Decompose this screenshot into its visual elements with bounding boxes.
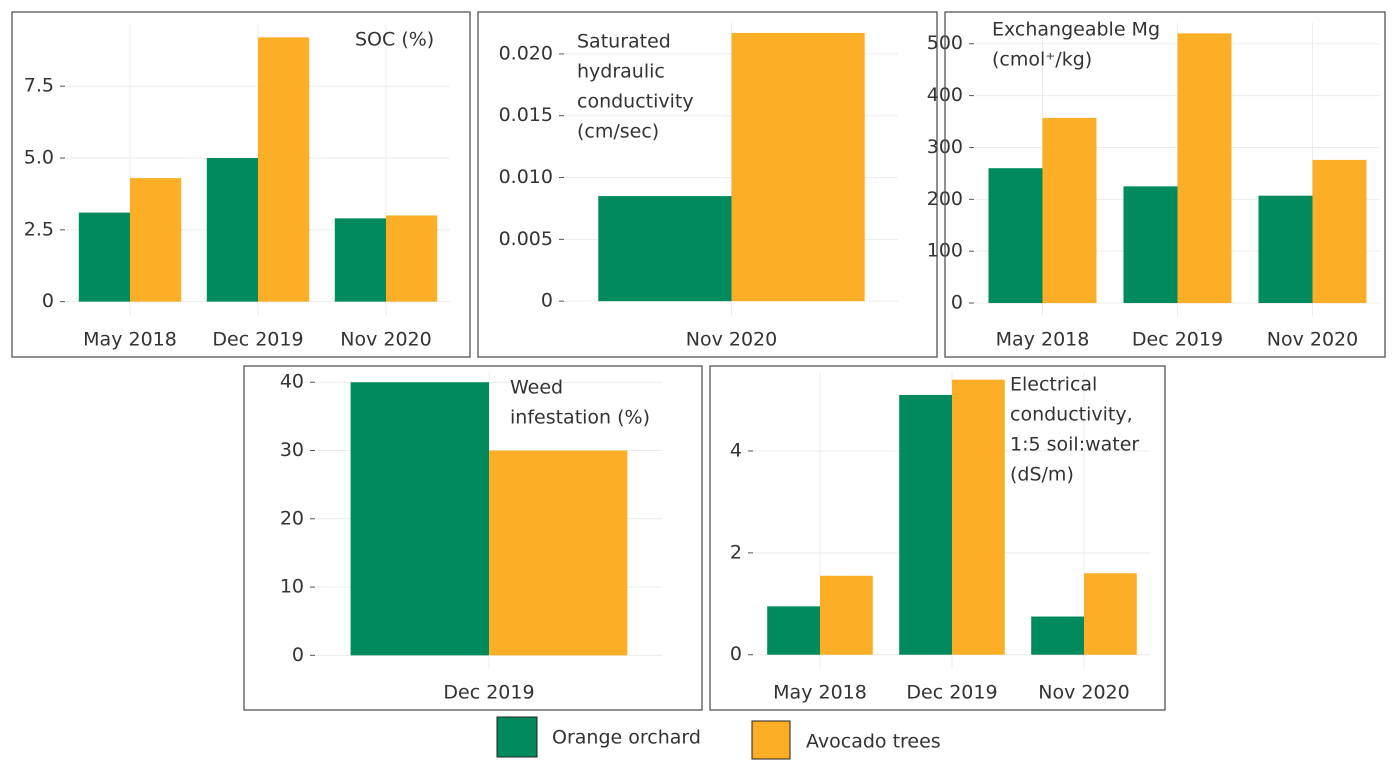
legend-swatch [496,716,538,758]
legend-label: Orange orchard [552,727,701,749]
panel-border [944,11,1386,358]
x-tick-label: May 2018 [83,329,177,351]
panel-title: Saturated [577,31,671,53]
panel-title: SOC (%) [355,29,434,51]
y-tick-label: 0.010 [499,166,553,188]
bar [1123,186,1178,304]
bar [899,394,952,655]
x-tick-label: Nov 2020 [1267,329,1358,351]
y-tick-label: 0 [42,290,54,312]
y-tick-label: 40 [280,371,304,393]
panel-border [477,11,938,358]
y-tick-label: 20 [280,507,304,529]
x-tick-label: Dec 2019 [212,329,303,351]
legend-label: Avocado trees [806,731,941,753]
panel-title: (dS/m) [1010,464,1074,486]
bar [206,158,258,302]
panel-border [243,365,703,711]
x-tick-label: May 2018 [996,329,1090,351]
bar [130,178,182,302]
panel-title: infestation (%) [510,407,650,429]
x-tick-label: Dec 2019 [443,682,534,704]
bar [731,32,865,302]
x-tick-label: Dec 2019 [1132,329,1223,351]
bar [767,606,820,655]
y-tick-label: 10 [280,576,304,598]
panel-title: conductivity, [1010,404,1133,426]
bar [1258,195,1313,304]
y-tick-label: 0 [730,643,742,665]
bar [1177,33,1232,304]
panel-title: hydraulic [577,61,665,83]
panel-title: Exchangeable Mg [992,19,1160,41]
bar [1031,616,1084,655]
y-tick-label: 0.005 [499,228,553,250]
panel-title: (cmol⁺/kg) [992,49,1092,71]
panel-border [11,11,471,358]
y-tick-label: 0.020 [499,42,553,64]
panel-border [709,365,1166,711]
panel-title: conductivity [577,91,694,113]
y-tick-label: 0 [541,290,553,312]
panel-title: 1:5 soil:water [1010,434,1139,456]
bar [386,215,438,302]
y-tick-label: 2 [730,541,742,563]
x-tick-label: Nov 2020 [340,329,431,351]
bar [820,575,873,655]
bar [988,168,1043,304]
bar [952,379,1005,655]
bar [350,382,489,656]
x-tick-label: Dec 2019 [906,682,997,704]
y-tick-label: 2.5 [24,218,54,240]
bar [258,37,310,302]
x-tick-label: Nov 2020 [686,329,777,351]
panel-title: Electrical [1010,374,1097,396]
y-tick-label: 5.0 [24,147,54,169]
y-tick-label: 0 [292,644,304,666]
bar [1084,573,1137,655]
y-tick-label: 30 [280,439,304,461]
panel-title: Weed [510,377,563,399]
panel-title: (cm/sec) [577,121,659,143]
bar [1042,117,1097,304]
bar [78,212,130,302]
legend-swatch [751,720,791,760]
y-tick-label: 0 [951,292,963,314]
y-tick-label: 0.015 [499,104,553,126]
bar [1312,159,1367,304]
y-tick-label: 7.5 [24,75,54,97]
bar [598,196,732,302]
x-tick-label: May 2018 [773,682,867,704]
y-tick-label: 4 [730,439,742,461]
bar [489,450,628,656]
x-tick-label: Nov 2020 [1038,682,1129,704]
bar [334,218,386,302]
